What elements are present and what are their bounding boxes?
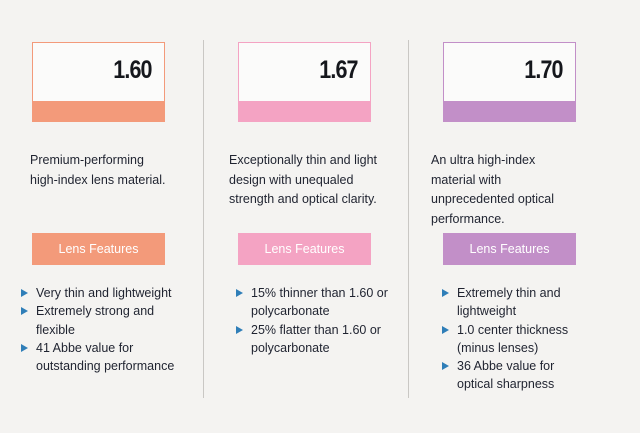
column-1-60: 1.60 Premium-performing high-index lens … [0, 0, 200, 433]
feature-text: 25% flatter than 1.60 or polycarbonate [251, 322, 381, 355]
feature-item: Extremely thin and lightweight [442, 284, 592, 321]
feature-item: 25% flatter than 1.60 or polycarbonate [236, 321, 396, 358]
right-triangle-icon [21, 289, 28, 297]
feature-text: 41 Abbe value for outstanding performanc… [36, 340, 175, 374]
index-color-bar [32, 101, 165, 122]
lens-features-label: Lens Features [238, 233, 371, 265]
column-1-70: 1.70 An ultra high-index material with u… [0, 0, 576, 433]
feature-text: Extremely thin and lightweight [457, 286, 561, 319]
feature-text: Extremely strong and flexible [36, 304, 155, 337]
index-color-bar [443, 101, 576, 122]
right-triangle-icon [442, 362, 449, 371]
index-box: 1.60 [32, 42, 165, 122]
lens-features-label: Lens Features [32, 233, 165, 265]
feature-item: 41 Abbe value for outstanding performanc… [21, 339, 196, 376]
feature-item: 1.0 center thickness (minus lenses) [442, 321, 592, 358]
material-description: An ultra high-index material with unprec… [431, 153, 555, 226]
material-description: Exceptionally thin and light design with… [229, 153, 378, 206]
right-triangle-icon [21, 307, 28, 316]
feature-item: Very thin and lightweight [21, 284, 196, 302]
features-list: Very thin and lightweight Extremely stro… [21, 284, 196, 375]
index-box: 1.70 [443, 42, 576, 122]
column-divider-2 [408, 40, 409, 398]
right-triangle-icon [236, 289, 243, 297]
feature-text: 15% thinner than 1.60 or polycarbonate [251, 286, 388, 319]
feature-text: 1.0 center thickness (minus lenses) [457, 322, 569, 355]
feature-text: Very thin and lightweight [36, 286, 172, 300]
right-triangle-icon [21, 343, 28, 352]
index-value: 1.70 [524, 56, 564, 84]
index-value: 1.67 [319, 56, 359, 84]
feature-item: Extremely strong and flexible [21, 302, 196, 339]
column-1-67: 1.67 Exceptionally thin and light design… [0, 0, 388, 433]
index-color-bar [238, 101, 371, 122]
feature-text: 36 Abbe value for optical sharpness [457, 359, 555, 392]
right-triangle-icon [236, 325, 243, 334]
column-divider-1 [203, 40, 204, 398]
lens-features-label: Lens Features [443, 233, 576, 265]
index-value: 1.60 [113, 56, 153, 84]
features-list: 15% thinner than 1.60 or polycarbonate 2… [236, 284, 396, 357]
feature-item: 36 Abbe value for optical sharpness [442, 357, 592, 394]
features-list: Extremely thin and lightweight 1.0 cente… [442, 284, 592, 394]
index-box: 1.67 [238, 42, 371, 122]
right-triangle-icon [442, 289, 449, 297]
feature-item: 15% thinner than 1.60 or polycarbonate [236, 284, 396, 321]
right-triangle-icon [442, 325, 449, 334]
material-description: Premium-performing high-index lens mater… [30, 153, 166, 187]
